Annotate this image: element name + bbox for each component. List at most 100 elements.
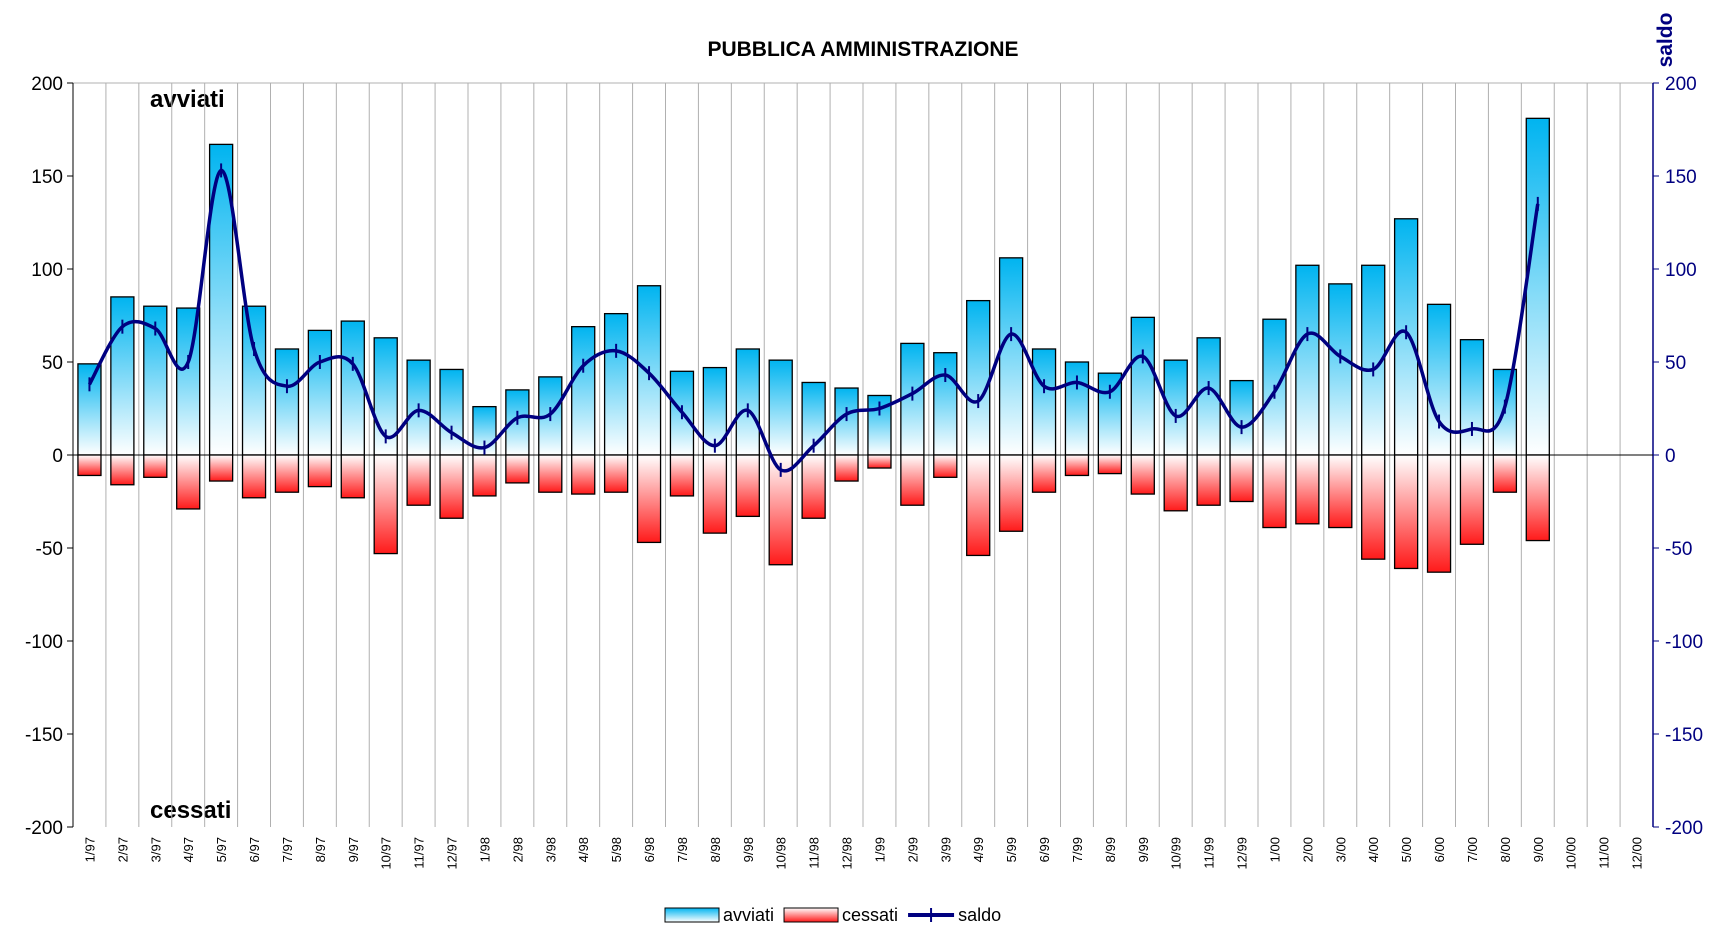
x-tick-label: 11/97	[412, 837, 427, 869]
bar	[571, 326, 596, 456]
bar	[1229, 379, 1254, 456]
bar	[735, 348, 760, 456]
bar	[340, 320, 365, 456]
bar	[143, 454, 168, 478]
bar	[241, 454, 267, 499]
x-tick-label: 5/99	[1004, 837, 1019, 862]
x-tick-label: 8/99	[1103, 837, 1118, 862]
x-tick-label: 4/98	[576, 837, 591, 862]
bar	[1130, 454, 1155, 495]
x-tick-label: 12/97	[445, 837, 460, 870]
bar	[1196, 454, 1221, 506]
bar	[966, 299, 991, 456]
x-tick-label: 7/98	[675, 837, 690, 862]
x-tick-label: 2/00	[1300, 837, 1315, 862]
annotation: avviati	[150, 86, 225, 113]
x-tick-label: 11/98	[807, 837, 822, 869]
bar	[439, 368, 464, 456]
legend-item: cessati	[783, 905, 898, 925]
x-tick-label: 3/98	[543, 837, 558, 862]
bar	[867, 454, 892, 469]
y-tick-label: -100	[25, 632, 63, 653]
x-tick-label: 8/97	[313, 837, 328, 862]
bar	[307, 454, 333, 488]
x-tick-label: 5/98	[609, 837, 624, 862]
bar	[1328, 283, 1353, 456]
bar	[603, 454, 629, 493]
bar	[1361, 454, 1386, 560]
chart-title: PUBBLICA AMMINISTRAZIONE	[707, 38, 1018, 61]
bar	[636, 454, 662, 544]
x-tick-label: 10/98	[774, 837, 789, 870]
bar	[1229, 454, 1254, 503]
bar	[966, 454, 991, 557]
x-tick-label: 3/97	[148, 837, 163, 862]
x-tick-label: 6/99	[1037, 837, 1052, 862]
bar	[472, 454, 497, 497]
x-tick-label: 1/98	[477, 837, 492, 862]
legend-label: avviati	[723, 905, 774, 925]
y-tick-label: 50	[42, 353, 63, 374]
y2-tick-label: 200	[1665, 74, 1697, 95]
y-tick-label: -50	[36, 539, 63, 560]
y2-tick-label: -50	[1665, 539, 1692, 560]
bar	[1328, 454, 1353, 529]
bar	[1393, 454, 1419, 570]
bar	[1459, 454, 1485, 545]
y2-tick-label: 150	[1665, 167, 1697, 188]
y2-tick-label: 0	[1665, 446, 1676, 467]
legend-label: saldo	[958, 905, 1001, 925]
x-tick-label: 1/99	[872, 837, 887, 862]
bar	[735, 454, 760, 518]
y-tick-label: 200	[31, 74, 63, 95]
legend-label: cessati	[842, 905, 898, 925]
bar	[406, 454, 431, 506]
x-tick-label: 4/00	[1366, 837, 1381, 862]
bar	[669, 454, 695, 497]
bar	[702, 454, 728, 534]
bar	[1525, 117, 1550, 456]
bar	[1064, 454, 1090, 477]
x-tick-label: 10/99	[1169, 837, 1184, 870]
legend-swatch	[783, 907, 839, 923]
x-tick-label: 1/00	[1267, 837, 1282, 862]
bar	[1031, 454, 1057, 493]
x-tick-label: 11/00	[1597, 837, 1612, 869]
x-tick-label: 6/00	[1432, 837, 1447, 862]
annotation: cessati	[150, 797, 231, 824]
bar	[900, 454, 925, 506]
x-tick-label: 2/99	[905, 837, 920, 862]
x-tick-label: 4/99	[971, 837, 986, 862]
bar	[77, 454, 102, 477]
bar	[768, 359, 793, 456]
bar	[110, 454, 135, 486]
x-tick-label: 9/99	[1136, 837, 1151, 862]
y2-tick-label: 100	[1665, 260, 1697, 281]
bar	[1525, 454, 1550, 542]
bar	[373, 454, 398, 555]
y2-tick-label: -150	[1665, 725, 1703, 746]
bar	[340, 454, 365, 499]
x-tick-label: 6/97	[247, 837, 262, 862]
x-tick-label: 12/98	[840, 837, 855, 870]
bar	[1426, 303, 1452, 456]
bar	[1130, 316, 1155, 456]
bar	[1031, 348, 1057, 456]
x-tick-label: 12/99	[1235, 837, 1250, 870]
x-tick-label: 2/98	[510, 837, 525, 862]
x-tick-label: 7/97	[280, 837, 295, 862]
x-tick-label: 10/00	[1564, 837, 1579, 870]
bar	[603, 312, 629, 456]
bar	[1492, 454, 1518, 493]
x-tick-label: 3/99	[938, 837, 953, 862]
bar	[1262, 454, 1287, 529]
bar	[274, 348, 300, 456]
x-tick-label: 6/98	[642, 837, 657, 862]
x-tick-label: 9/00	[1531, 837, 1546, 862]
bar	[241, 305, 267, 456]
bar	[274, 454, 300, 493]
bar	[1295, 454, 1320, 525]
x-tick-label: 2/97	[115, 837, 130, 862]
bar	[834, 454, 859, 482]
